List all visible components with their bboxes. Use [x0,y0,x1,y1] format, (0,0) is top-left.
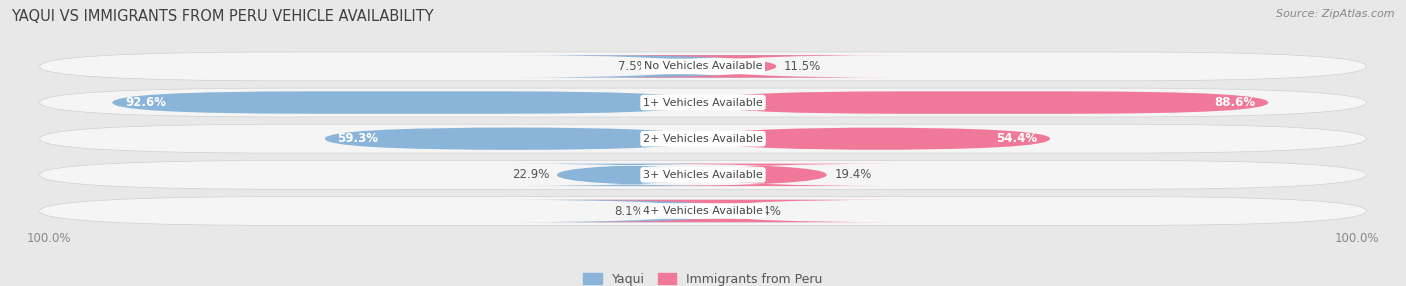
FancyBboxPatch shape [579,55,901,78]
Legend: Yaqui, Immigrants from Peru: Yaqui, Immigrants from Peru [583,273,823,286]
FancyBboxPatch shape [112,91,703,114]
Text: 88.6%: 88.6% [1215,96,1256,109]
FancyBboxPatch shape [703,128,1050,150]
Text: No Vehicles Available: No Vehicles Available [644,61,762,72]
Text: 100.0%: 100.0% [27,232,72,245]
Text: 19.4%: 19.4% [834,168,872,181]
FancyBboxPatch shape [505,200,849,222]
Text: 59.3%: 59.3% [337,132,378,145]
Text: 4+ Vehicles Available: 4+ Vehicles Available [643,206,763,216]
FancyBboxPatch shape [703,91,1268,114]
Text: 54.4%: 54.4% [995,132,1038,145]
FancyBboxPatch shape [628,164,901,186]
Text: Source: ZipAtlas.com: Source: ZipAtlas.com [1277,9,1395,19]
FancyBboxPatch shape [505,55,853,78]
Text: 92.6%: 92.6% [125,96,166,109]
Text: 2+ Vehicles Available: 2+ Vehicles Available [643,134,763,144]
Text: 11.5%: 11.5% [785,60,821,73]
Text: 22.9%: 22.9% [512,168,550,181]
Text: 1+ Vehicles Available: 1+ Vehicles Available [643,98,763,108]
FancyBboxPatch shape [325,128,703,150]
FancyBboxPatch shape [39,52,1367,81]
FancyBboxPatch shape [39,160,1367,189]
Text: 8.1%: 8.1% [614,204,644,218]
FancyBboxPatch shape [39,196,1367,225]
FancyBboxPatch shape [39,88,1367,117]
Text: 6.4%: 6.4% [751,204,782,218]
Text: YAQUI VS IMMIGRANTS FROM PERU VEHICLE AVAILABILITY: YAQUI VS IMMIGRANTS FROM PERU VEHICLE AV… [11,9,434,23]
FancyBboxPatch shape [546,200,901,222]
FancyBboxPatch shape [505,164,755,186]
FancyBboxPatch shape [39,124,1367,153]
Text: 100.0%: 100.0% [1334,232,1379,245]
Text: 3+ Vehicles Available: 3+ Vehicles Available [643,170,763,180]
Text: 7.5%: 7.5% [617,60,648,73]
